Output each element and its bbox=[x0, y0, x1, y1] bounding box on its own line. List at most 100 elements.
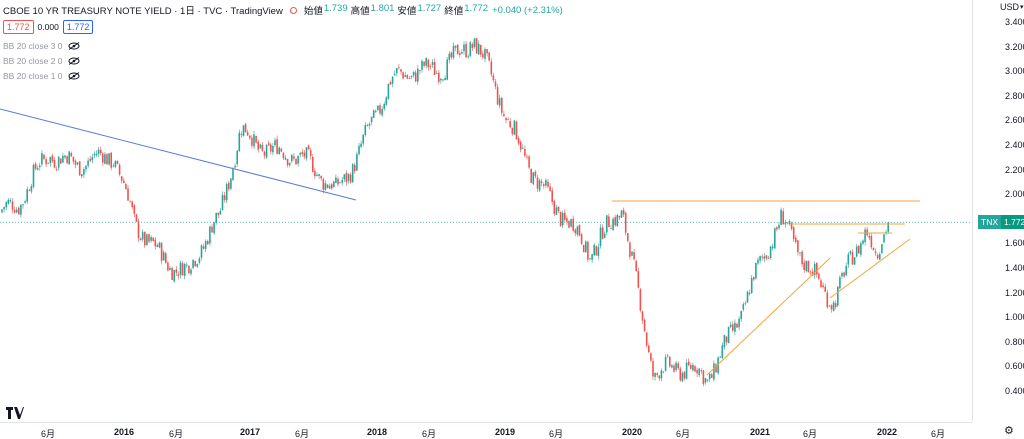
candle bbox=[673, 363, 675, 373]
candle bbox=[461, 49, 463, 55]
price-axis[interactable]: 3.400 3.200 3.000 2.800 2.600 2.400 2.200 2.000… bbox=[972, 0, 1024, 422]
tradingview-logo-icon[interactable] bbox=[6, 407, 24, 422]
sell-button[interactable]: 1.772 bbox=[3, 20, 34, 34]
candle bbox=[95, 150, 98, 158]
hidden-eye-icon[interactable] bbox=[68, 71, 80, 80]
candle bbox=[207, 239, 209, 245]
trendline-orange-2[interactable] bbox=[829, 238, 911, 299]
candle bbox=[490, 58, 493, 78]
price-tick-label: 1.600 bbox=[1005, 238, 1024, 249]
candle bbox=[131, 200, 133, 210]
candle bbox=[183, 262, 186, 280]
candle bbox=[83, 167, 85, 178]
indicator-label: BB 20 close 2 0 bbox=[3, 55, 63, 66]
candle bbox=[309, 147, 312, 160]
time-tick-label: 2017 bbox=[239, 427, 261, 437]
candle bbox=[118, 163, 121, 177]
candle bbox=[349, 172, 352, 184]
candle bbox=[152, 237, 154, 242]
candle bbox=[501, 96, 503, 116]
candle bbox=[820, 277, 822, 288]
symbol-title[interactable]: CBOE 10 YR TREASURY NOTE YIELD · 1日 · TV… bbox=[3, 6, 283, 17]
candle bbox=[228, 180, 230, 192]
price-tick-label: 1.200 bbox=[1005, 287, 1024, 298]
candle bbox=[167, 260, 169, 272]
candle bbox=[469, 40, 472, 57]
candle bbox=[624, 211, 627, 236]
time-tick-label: 6月 bbox=[294, 429, 310, 439]
candle bbox=[627, 232, 629, 243]
candle bbox=[515, 120, 518, 140]
candle bbox=[219, 208, 222, 215]
ohlc-value: 1.772 bbox=[464, 3, 489, 14]
ohlc-label: 高値 bbox=[350, 6, 370, 17]
time-axis[interactable]: 6月 2016 6月 2017 6月 2018 6月 2019 6月 2020 6月 2021 6月 20… bbox=[0, 422, 972, 439]
candle bbox=[295, 158, 297, 165]
candle bbox=[406, 74, 409, 80]
candle bbox=[530, 168, 532, 184]
candle bbox=[717, 355, 719, 375]
candle bbox=[593, 242, 595, 257]
trendline-orange-1[interactable] bbox=[706, 257, 831, 376]
candle bbox=[576, 225, 579, 237]
candle bbox=[385, 96, 388, 106]
currency-label: USD bbox=[1000, 2, 1020, 12]
candle bbox=[282, 151, 285, 160]
legend-header: CBOE 10 YR TREASURY NOTE YIELD · 1日 · TV… bbox=[3, 3, 563, 17]
candle bbox=[362, 134, 364, 147]
price-chart[interactable] bbox=[0, 0, 972, 422]
candle bbox=[429, 64, 432, 70]
candle bbox=[358, 142, 360, 156]
candle bbox=[595, 245, 598, 256]
hidden-eye-icon[interactable] bbox=[68, 41, 80, 50]
candle bbox=[181, 261, 184, 276]
candle bbox=[5, 201, 7, 211]
candle bbox=[263, 150, 266, 160]
candle bbox=[102, 151, 104, 167]
candle bbox=[708, 372, 711, 383]
candle bbox=[301, 148, 304, 157]
candle bbox=[505, 117, 507, 124]
candle bbox=[307, 144, 310, 150]
candle bbox=[129, 200, 131, 203]
candle bbox=[834, 300, 837, 310]
candle bbox=[551, 187, 553, 206]
candle bbox=[685, 359, 688, 380]
candle bbox=[450, 51, 453, 60]
time-tick-label: 2020 bbox=[621, 427, 643, 437]
candle bbox=[194, 260, 196, 268]
candle bbox=[68, 150, 70, 165]
trendline-blue[interactable] bbox=[0, 108, 357, 201]
indicator-item[interactable]: BB 20 close 2 0 bbox=[3, 53, 563, 68]
indicator-item[interactable]: BB 20 close 3 0 bbox=[3, 38, 563, 53]
gear-icon[interactable]: ⚙ bbox=[1004, 425, 1014, 437]
chart-area[interactable] bbox=[0, 0, 972, 422]
candle bbox=[318, 173, 320, 179]
candle bbox=[196, 263, 199, 269]
candle bbox=[639, 287, 642, 313]
candle bbox=[22, 203, 24, 209]
hidden-eye-icon[interactable] bbox=[68, 56, 80, 65]
candle bbox=[188, 265, 190, 275]
candle bbox=[125, 182, 127, 190]
candle bbox=[412, 71, 415, 78]
time-tick-label: 6月 bbox=[930, 429, 946, 439]
candle bbox=[828, 305, 831, 307]
indicator-item[interactable]: BB 20 close 1 0 bbox=[3, 68, 563, 83]
candle bbox=[855, 244, 858, 258]
time-tick-label: 2019 bbox=[494, 427, 516, 437]
candle bbox=[860, 240, 862, 258]
candle bbox=[727, 326, 730, 344]
candle bbox=[519, 139, 522, 153]
candle bbox=[335, 174, 337, 184]
buy-button[interactable]: 1.772 bbox=[62, 20, 94, 34]
candle bbox=[57, 155, 60, 171]
candle bbox=[372, 109, 375, 118]
candle bbox=[492, 72, 495, 83]
candle bbox=[524, 145, 526, 158]
candle bbox=[141, 229, 144, 243]
currency-selector[interactable]: USD ▾ bbox=[1000, 2, 1024, 12]
candle bbox=[589, 257, 591, 261]
candle bbox=[776, 226, 778, 232]
candle bbox=[872, 247, 875, 251]
